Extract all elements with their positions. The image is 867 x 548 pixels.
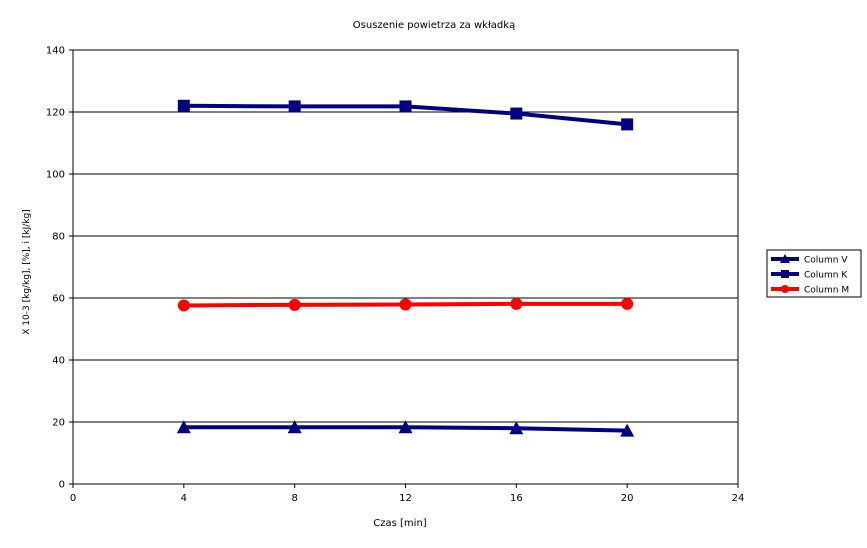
data-point xyxy=(288,100,301,113)
data-point xyxy=(621,297,634,310)
x-tick-label: 0 xyxy=(70,493,76,504)
legend: Column V Column K Column M xyxy=(766,249,862,298)
y-tick-label: 20 xyxy=(52,418,65,429)
legend-label: Column K xyxy=(804,271,848,281)
data-point xyxy=(288,298,301,311)
data-point xyxy=(621,118,634,131)
data-point xyxy=(399,298,412,311)
data-point xyxy=(510,297,523,310)
axes: 0 20 40 60 80 100 120 140 0 4 8 12 16 20 24 xyxy=(46,46,744,505)
data-point xyxy=(509,421,524,435)
plot-area xyxy=(72,49,739,485)
legend-marker xyxy=(781,285,789,293)
data-point xyxy=(177,299,190,312)
chart-title: Osuszenie powietrza za wkładką xyxy=(353,20,515,31)
x-tick-label: 20 xyxy=(621,493,634,504)
data-point xyxy=(176,420,191,434)
x-tick-label: 24 xyxy=(732,493,745,504)
y-tick-label: 60 xyxy=(52,294,65,305)
x-tick-label: 8 xyxy=(291,493,297,504)
legend-label: Column M xyxy=(804,286,849,296)
legend-marker xyxy=(780,254,790,263)
data-point xyxy=(287,420,302,434)
y-tick-label: 40 xyxy=(52,356,65,367)
series-layer xyxy=(176,99,635,437)
data-point xyxy=(620,423,635,437)
legend-marker xyxy=(781,270,789,278)
y-tick-label: 80 xyxy=(52,232,65,243)
y-tick-label: 100 xyxy=(46,170,65,181)
x-tick-label: 16 xyxy=(510,493,523,504)
data-point xyxy=(399,100,412,113)
y-axis-label: X 10-3 [kg/kg], [%], i [kJ/kg] xyxy=(22,209,32,334)
y-tick-label: 140 xyxy=(46,46,65,57)
y-tick-label: 120 xyxy=(46,108,65,119)
x-axis-label: Czas [min] xyxy=(373,518,427,529)
legend-label: Column V xyxy=(804,256,848,266)
data-point xyxy=(398,420,413,434)
y-tick-label: 0 xyxy=(59,480,65,491)
x-tick-label: 12 xyxy=(399,493,412,504)
x-tick-label: 4 xyxy=(181,493,187,504)
data-point xyxy=(177,99,190,112)
data-point xyxy=(510,107,523,120)
